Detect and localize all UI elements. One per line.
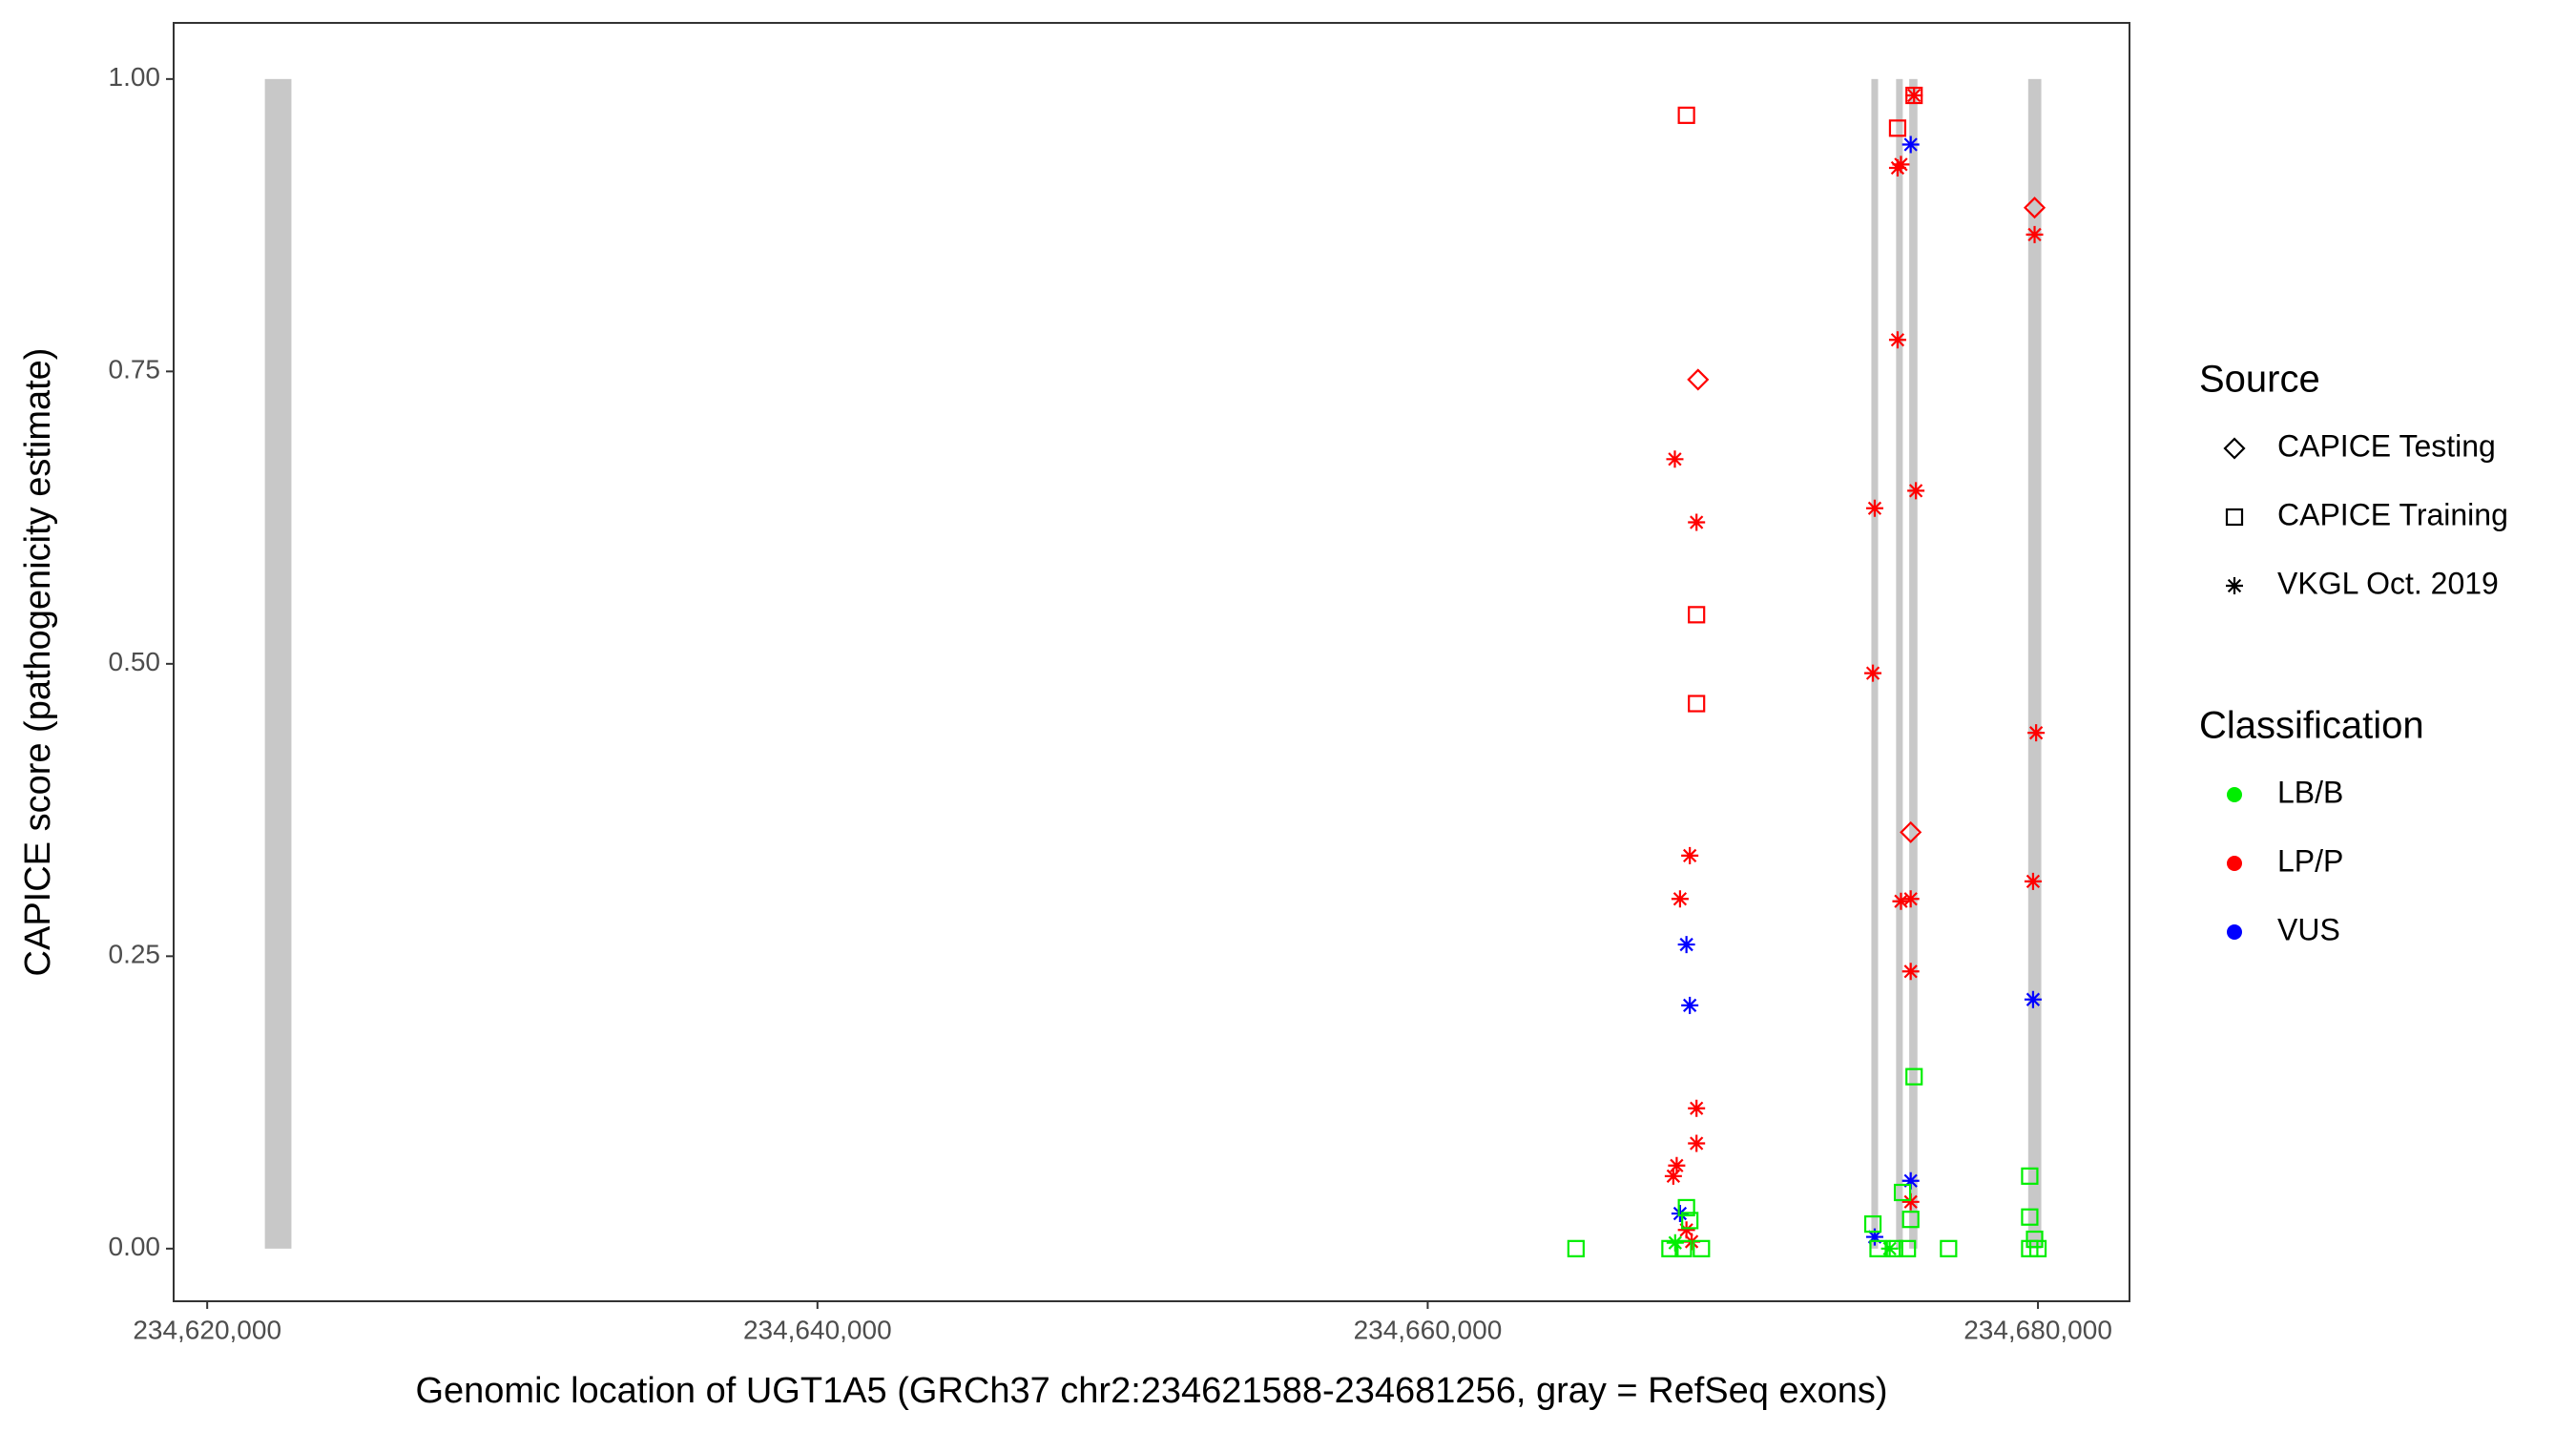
exon <box>1909 78 1918 1249</box>
point <box>1688 695 1706 713</box>
legend-symbol <box>2227 856 2242 871</box>
panel-border <box>173 22 2130 1302</box>
legend-label: VUS <box>2277 912 2340 946</box>
point <box>1899 1239 1917 1257</box>
point <box>1901 963 1920 981</box>
y-tick-label: 1.00 <box>109 62 161 92</box>
point <box>1900 820 1922 843</box>
x-tick-label: 234,680,000 <box>1963 1315 2112 1344</box>
y-axis-title: CAPICE score (pathogenicity estimate) <box>18 348 58 977</box>
point <box>1681 846 1699 864</box>
legend-symbol <box>2226 577 2243 594</box>
point <box>1661 1239 1679 1257</box>
point <box>1671 890 1689 908</box>
legend-symbol <box>2225 508 2244 527</box>
point <box>2024 872 2042 890</box>
point <box>1687 368 1710 391</box>
point <box>1905 87 1923 105</box>
y-tick-label: 0.50 <box>109 647 161 676</box>
point <box>2023 197 2046 219</box>
legend-title: Source <box>2199 359 2320 401</box>
point <box>1864 664 1882 682</box>
legend-symbol <box>2227 787 2242 802</box>
point <box>1693 1239 1711 1257</box>
x-tick-label: 234,620,000 <box>133 1315 281 1344</box>
point <box>2028 1239 2047 1257</box>
point <box>2024 990 2042 1008</box>
point <box>2025 225 2044 243</box>
point <box>1905 1068 1923 1086</box>
point <box>1688 1099 1706 1117</box>
y-tick-label: 0.25 <box>109 940 161 969</box>
point <box>1907 482 1925 500</box>
point <box>1671 1205 1689 1223</box>
legend-label: CAPICE Training <box>2277 497 2508 531</box>
point <box>1892 156 1910 174</box>
point <box>2027 724 2046 742</box>
x-tick-label: 234,660,000 <box>1354 1315 1503 1344</box>
point <box>1681 996 1699 1014</box>
point <box>1865 499 1883 517</box>
point <box>1688 513 1706 531</box>
point <box>1688 1134 1706 1152</box>
exon <box>264 78 292 1249</box>
point <box>1888 119 1907 137</box>
legend-title: Classification <box>2199 705 2424 747</box>
x-tick-label: 234,640,000 <box>743 1315 892 1344</box>
point <box>1892 892 1910 910</box>
point <box>1666 450 1684 468</box>
exon <box>1871 78 1879 1249</box>
point <box>1677 1198 1695 1217</box>
point <box>1681 1212 1699 1230</box>
point <box>1901 1211 1920 1229</box>
point <box>1901 135 1920 154</box>
point <box>2025 1230 2044 1249</box>
point <box>1893 1183 1912 1202</box>
exon <box>2027 78 2042 1249</box>
point <box>1865 1228 1883 1246</box>
y-tick-label: 0.75 <box>109 355 161 384</box>
point <box>1668 1156 1686 1174</box>
point <box>1863 1214 1882 1234</box>
legend-symbol <box>2223 437 2246 460</box>
point <box>1940 1239 1958 1257</box>
point <box>1901 890 1920 908</box>
point <box>1677 936 1695 954</box>
legend-label: VKGL Oct. 2019 <box>2277 566 2499 600</box>
legend-symbol <box>2227 924 2242 940</box>
point <box>1664 1167 1682 1185</box>
point <box>1666 1234 1684 1252</box>
exon <box>1896 78 1903 1249</box>
point <box>2021 1167 2039 1185</box>
point <box>1901 1172 1920 1190</box>
point <box>1677 1221 1695 1239</box>
legend-label: CAPICE Testing <box>2277 428 2496 463</box>
legend-label: LP/P <box>2277 843 2343 878</box>
y-tick-label: 0.00 <box>109 1232 161 1261</box>
point <box>1888 331 1906 349</box>
point <box>2021 1208 2039 1226</box>
point <box>1688 606 1706 624</box>
x-axis-title: Genomic location of UGT1A5 (GRCh37 chr2:… <box>415 1371 1887 1411</box>
point <box>1677 106 1695 124</box>
point <box>1901 1192 1920 1211</box>
point <box>1567 1239 1585 1257</box>
legend-label: LB/B <box>2277 775 2343 809</box>
point <box>1880 1239 1899 1257</box>
